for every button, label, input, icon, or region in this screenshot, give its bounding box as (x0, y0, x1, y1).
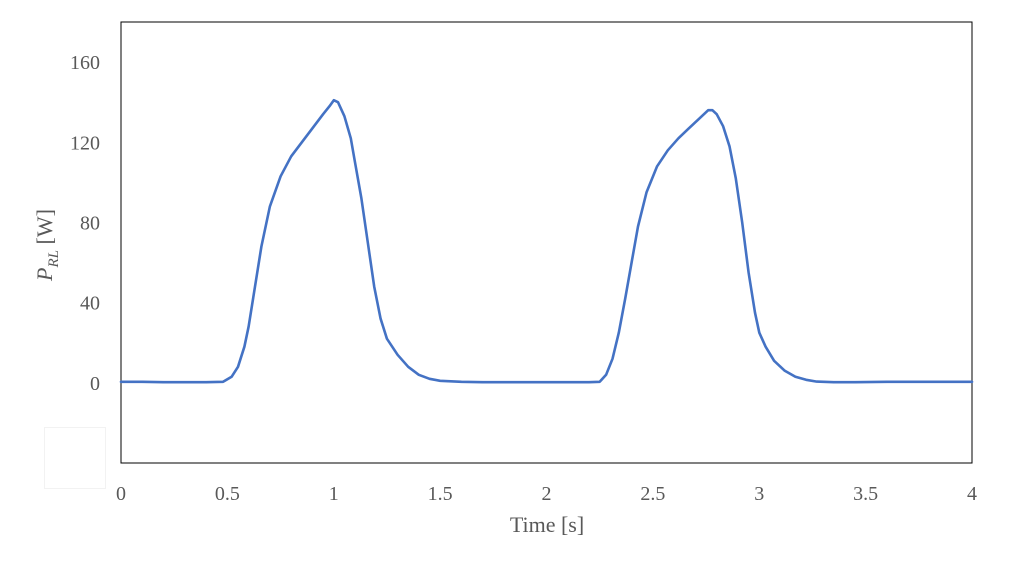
y-axis-title-unit: [W] (32, 209, 57, 250)
x-tick-label: 1 (329, 483, 339, 505)
x-tick-label: 2 (542, 483, 552, 505)
series-layer (119, 98, 974, 384)
x-tick-label: 3 (754, 483, 764, 505)
y-tick-label: 160 (70, 52, 100, 74)
x-tick-label: 1.5 (428, 483, 453, 505)
x-axis-title: Time [s] (510, 512, 584, 537)
x-tick-label: 3.5 (853, 483, 878, 505)
y-axis-tick-labels: 0 40 80 120 160 (70, 52, 100, 395)
x-tick-label: 0 (116, 483, 126, 505)
series-line (119, 98, 974, 384)
x-tick-label: 0.5 (215, 483, 240, 505)
y-axis-title-main: P (32, 267, 57, 281)
y-tick-label: 40 (80, 293, 100, 315)
y-axis-title-subscript: RL (46, 250, 62, 269)
y-axis-title: PRL [W] (32, 209, 62, 282)
y-tick-label: 0 (90, 373, 100, 395)
y-tick-label: 120 (70, 132, 100, 154)
x-axis-tick-labels: 0 0.5 1 1.5 2 2.5 3 3.5 4 (116, 483, 977, 505)
x-tick-label: 4 (967, 483, 977, 505)
plot-area-frame (120, 21, 973, 464)
x-tick-label: 2.5 (640, 483, 665, 505)
y-tick-label: 80 (80, 212, 100, 234)
empty-box (44, 427, 106, 489)
